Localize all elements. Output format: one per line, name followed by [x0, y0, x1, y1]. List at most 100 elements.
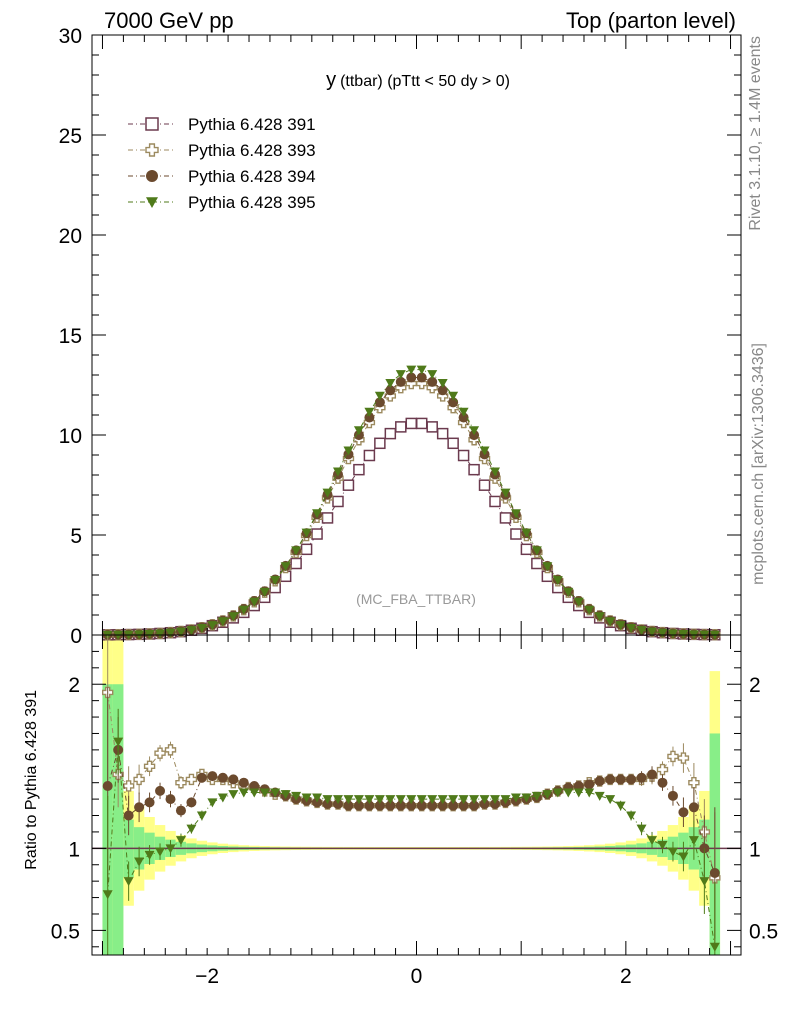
ratio-point — [217, 772, 228, 783]
ratio-point — [448, 800, 459, 811]
ratio-point — [636, 772, 647, 783]
ratio-point — [709, 942, 720, 952]
main-point — [406, 365, 417, 375]
main-point — [563, 587, 574, 597]
ratio-point — [134, 857, 145, 867]
legend-label: Pythia 6.428 395 — [188, 193, 316, 212]
main-point — [427, 370, 438, 380]
main-point — [165, 628, 176, 638]
main-y-tick-label: 20 — [59, 225, 82, 248]
ratio-point — [165, 794, 176, 805]
ratio-y-tick-label: 2 — [68, 674, 80, 697]
ratio-point — [133, 773, 145, 786]
main-y-tick-label: 30 — [59, 25, 82, 48]
main-point — [510, 528, 522, 540]
ratio-point — [343, 800, 354, 811]
ratio-point — [175, 836, 186, 846]
ratio-point — [102, 890, 113, 900]
legend-marker — [146, 197, 158, 208]
ratio-point — [416, 800, 427, 811]
ratio-point — [249, 780, 260, 791]
ratio-point — [155, 847, 166, 857]
main-point — [291, 546, 302, 556]
main-point — [395, 370, 406, 380]
ratio-point — [291, 791, 302, 801]
ratio-point — [270, 788, 281, 798]
main-point — [448, 391, 459, 401]
ratio-point — [437, 795, 448, 805]
ratio-point — [594, 776, 605, 787]
ratio-point — [688, 776, 700, 789]
ratio-point — [228, 774, 239, 785]
main-point — [374, 391, 385, 401]
ratio-point — [207, 798, 218, 808]
ratio-y-tick-label: 0.5 — [51, 920, 80, 943]
main-point — [311, 528, 323, 540]
main-point — [312, 509, 323, 519]
main-point — [217, 617, 228, 627]
main-point — [270, 576, 281, 586]
main-point — [594, 612, 605, 622]
main-point — [489, 495, 501, 508]
main-point — [458, 412, 469, 423]
ratio-point — [573, 780, 584, 791]
main-point — [332, 495, 344, 508]
main-y-tick-label: 15 — [59, 325, 82, 348]
ratio-point — [605, 795, 616, 805]
ratio-point — [312, 793, 323, 803]
ratio-point — [122, 780, 135, 792]
main-point — [447, 437, 459, 450]
ratio-point — [280, 790, 291, 800]
ratio-point — [175, 776, 187, 789]
main-point — [636, 626, 647, 636]
ratio-y-tick-label-right: 2 — [749, 674, 761, 697]
main-point — [249, 597, 260, 607]
ratio-point — [385, 795, 396, 805]
ratio-series-group — [92, 635, 741, 955]
ratio-point — [249, 788, 260, 798]
main-point — [155, 629, 166, 639]
ratio-point — [364, 800, 375, 811]
legend-marker — [145, 117, 159, 131]
ratio-point — [238, 788, 249, 798]
main-point — [520, 543, 533, 556]
ratio-y-tick-label-right: 0.5 — [749, 920, 778, 943]
main-point — [657, 628, 668, 638]
main-point — [363, 449, 376, 462]
ratio-point — [353, 800, 364, 811]
main-point — [385, 385, 396, 396]
mcplots-label: mcplots.cern.ch [arXiv:1306.3436] — [750, 343, 767, 585]
main-point — [364, 407, 375, 417]
main-point — [615, 621, 626, 631]
main-point — [552, 576, 563, 586]
main-point — [196, 624, 207, 634]
ratio-point — [615, 801, 626, 811]
main-point — [457, 449, 470, 462]
main-point — [353, 426, 364, 436]
legend-marker — [145, 143, 159, 157]
ratio-point — [563, 788, 574, 798]
main-point — [332, 467, 343, 477]
main-point — [468, 463, 480, 476]
main-point — [321, 512, 334, 524]
ratio-point — [656, 763, 669, 776]
ratio-point — [154, 747, 166, 759]
ratio-point — [448, 795, 459, 805]
main-y-tick-label: 25 — [59, 125, 82, 148]
ratio-point — [143, 760, 156, 772]
main-point — [238, 605, 249, 615]
ratio-y-tick-label-right: 1 — [749, 838, 761, 861]
ratio-point — [134, 802, 145, 813]
ratio-point — [552, 788, 563, 798]
main-point — [479, 446, 490, 456]
ratio-point — [500, 795, 511, 805]
ratio-point — [196, 772, 207, 783]
ratio-point — [626, 774, 637, 785]
ratio-point — [427, 800, 438, 811]
main-point — [300, 543, 313, 556]
ratio-point — [217, 793, 228, 803]
main-y-tick-label: 0 — [70, 625, 82, 648]
main-point — [416, 372, 427, 383]
ratio-point — [542, 790, 553, 800]
